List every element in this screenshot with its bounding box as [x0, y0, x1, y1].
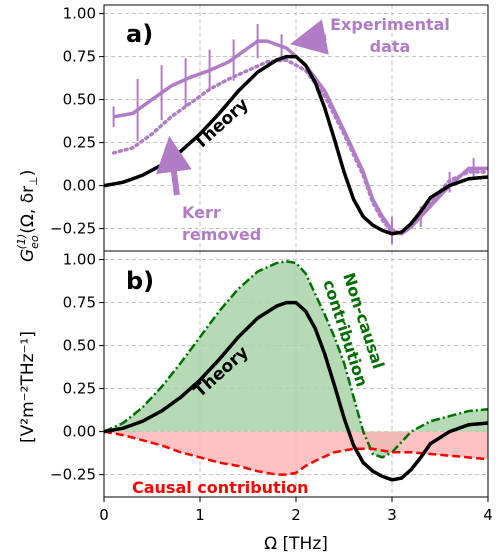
- y-axis-label-sub: eo: [28, 235, 41, 249]
- y-axis-label: [V²m⁻²THz⁻¹] Geo(1)(Ω, δr⊥): [15, 170, 41, 443]
- series-noncausal: [104, 260, 488, 459]
- panel-a-y-ticks: −0.25 0.00 0.25 0.50 0.75 1.00: [50, 5, 104, 238]
- y-tick-label: 0.50: [63, 91, 96, 109]
- annotation-experimental-line1: Experimental: [330, 15, 450, 34]
- panel-b-y-ticks: −0.25 0.00 0.25 0.50 0.75 1.00: [50, 251, 104, 484]
- series-causal: [104, 430, 488, 476]
- x-axis-ticks: 0 1 2 3 4: [99, 497, 493, 524]
- y-axis-label-perp: ⊥: [27, 176, 40, 186]
- panel-a: −0.25 0.00 0.25 0.50 0.75 1.00 a) Experimenta…: [50, 4, 489, 252]
- y-tick-label: 1.00: [63, 5, 96, 23]
- y-axis-label-g: G: [18, 249, 38, 262]
- panel-b-series: [104, 260, 488, 482]
- x-tick-label: 0: [99, 506, 109, 524]
- x-tick-label: 1: [195, 506, 205, 524]
- x-tick-label: 2: [291, 506, 301, 524]
- panel-b-label: b): [126, 267, 154, 295]
- y-tick-label: 0.25: [63, 134, 96, 152]
- annotation-theory-a: Theory: [190, 94, 253, 153]
- y-tick-label: 0.75: [63, 48, 96, 66]
- panel-a-label: a): [126, 20, 153, 48]
- annotation-kerr-line2: removed: [182, 225, 261, 244]
- panel-b: −0.250.000.250.500.751.00 b) Non-causal …: [50, 250, 489, 498]
- annotation-kerr-line1: Kerr: [182, 203, 221, 222]
- series-experimental: [113, 39, 488, 236]
- y-tick-label: 0.00: [63, 423, 96, 441]
- y-tick-label: −0.25: [50, 220, 96, 238]
- y-axis-label-args: (Ω, δr: [18, 186, 38, 234]
- kerr-arrow: [156, 136, 192, 196]
- y-tick-label: 1.00: [63, 251, 96, 269]
- area-noncausal: [104, 261, 488, 458]
- y-tick-label: 0.50: [63, 337, 96, 355]
- y-tick-label: 0.00: [63, 177, 96, 195]
- area-causal: [104, 431, 488, 475]
- y-tick-label: 0.25: [63, 380, 96, 398]
- y-axis-label-symbol: Geo(1)(Ω, δr⊥): [15, 170, 41, 262]
- series-theory-b: [104, 300, 488, 482]
- y-axis-label-sup: (1): [15, 234, 28, 250]
- experimental-arrow: [290, 19, 329, 55]
- y-tick-label: 0.75: [63, 294, 96, 312]
- annotation-causal: Causal contribution: [132, 478, 309, 497]
- annotation-experimental-line2: data: [370, 37, 411, 56]
- panel-a-series: [104, 23, 488, 245]
- x-axis-label: Ω [THz]: [264, 534, 328, 554]
- y-tick-label: −0.25: [50, 466, 96, 484]
- series-theory-a: [104, 54, 488, 236]
- y-axis-label-close: ): [18, 170, 38, 177]
- x-tick-label: 4: [483, 506, 493, 524]
- y-axis-label-units: [V²m⁻²THz⁻¹]: [18, 331, 38, 443]
- x-tick-label: 3: [387, 506, 397, 524]
